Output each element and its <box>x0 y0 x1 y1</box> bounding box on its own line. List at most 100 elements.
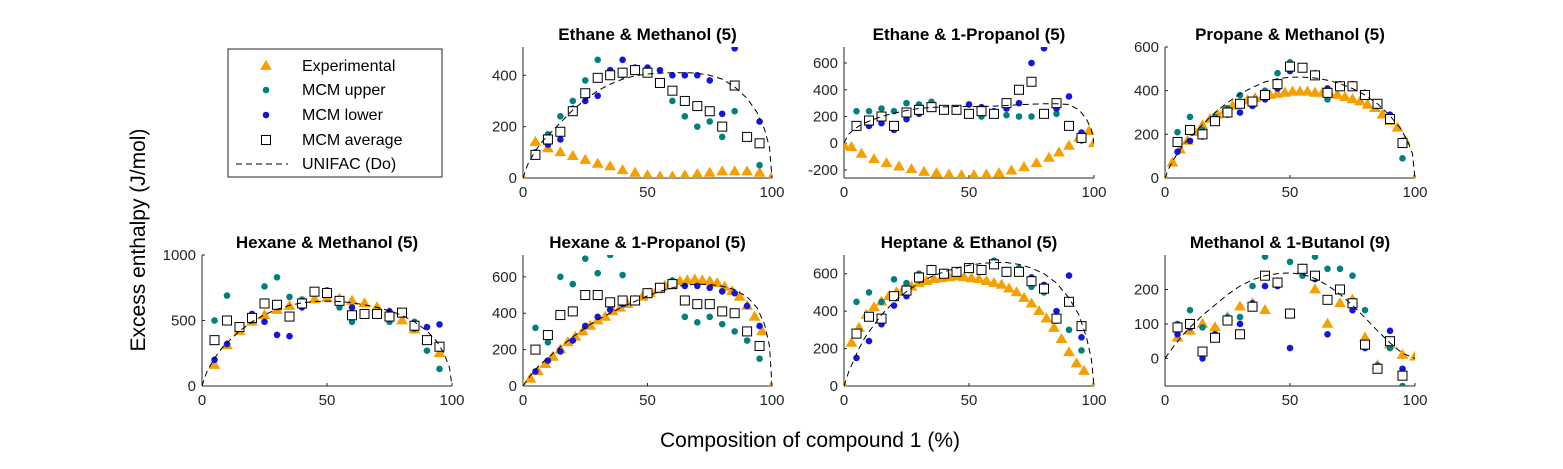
point-mcm-lower <box>731 289 738 297</box>
point-experimental <box>1301 85 1314 96</box>
point-mcm-upper <box>1078 347 1085 354</box>
point-mcm-lower <box>756 118 763 125</box>
y-tick-label: 600 <box>492 269 517 286</box>
point-experimental <box>1048 321 1060 332</box>
point-experimental <box>855 147 868 158</box>
point-mcm-average <box>322 287 332 298</box>
point-mcm-average <box>1064 296 1074 307</box>
point-mcm-average <box>209 335 220 346</box>
point-experimental <box>1359 331 1371 342</box>
point-mcm-average <box>939 104 949 115</box>
point-experimental <box>1354 95 1366 106</box>
point-mcm-lower <box>681 71 689 79</box>
point-mcm-average <box>384 311 395 322</box>
point-mcm-average <box>1039 283 1049 294</box>
y-tick-label: 400 <box>492 67 517 84</box>
point-mcm-average <box>1197 129 1208 140</box>
point-mcm-average <box>1235 98 1245 109</box>
x-axis-label: Composition of compound 1 (%) <box>660 429 960 452</box>
point-mcm-average <box>1272 277 1283 288</box>
point-mcm-upper <box>223 292 231 299</box>
point-experimental <box>995 278 1008 289</box>
y-tick-label: 600 <box>1134 39 1159 56</box>
point-mcm-lower <box>1078 334 1085 341</box>
point-experimental <box>965 272 978 283</box>
y-tick-label: 200 <box>813 109 838 126</box>
point-mcm-upper <box>1249 282 1256 290</box>
point-mcm-average <box>1247 301 1258 312</box>
point-mcm-average <box>1285 308 1295 319</box>
legend-label: Experimental <box>302 58 395 75</box>
point-mcm-lower <box>1286 344 1294 352</box>
point-experimental <box>703 275 716 286</box>
point-mcm-average <box>964 108 974 119</box>
point-mcm-average <box>951 266 962 277</box>
point-experimental <box>868 301 880 312</box>
point-mcm-upper <box>669 97 676 105</box>
y-tick-label: 200 <box>813 341 838 358</box>
point-mcm-upper <box>1174 128 1181 136</box>
x-tick-label: 0 <box>840 392 848 409</box>
point-mcm-average <box>901 107 912 118</box>
y-tick-label: 400 <box>1134 83 1159 100</box>
x-tick-label: 100 <box>439 392 464 409</box>
series-unifac-do <box>523 283 772 386</box>
x-tick-label: 50 <box>1282 184 1299 201</box>
point-mcm-upper <box>1053 110 1060 118</box>
point-mcm-upper <box>903 99 910 107</box>
point-experimental <box>1294 85 1306 96</box>
point-experimental <box>1321 317 1334 328</box>
point-mcm-lower <box>606 306 614 313</box>
point-experimental <box>1286 85 1299 96</box>
point-experimental <box>1259 303 1271 315</box>
point-experimental <box>930 167 943 178</box>
point-mcm-average <box>742 326 753 337</box>
point-mcm-upper <box>1065 326 1073 334</box>
y-tick-label: 0 <box>509 170 517 187</box>
point-experimental <box>1040 312 1053 323</box>
point-mcm-average <box>630 65 641 76</box>
axes-layer: Ethane & Methanol (5)0 50 1000200400Ethane… <box>163 25 1428 409</box>
y-tick-label: 0 <box>509 378 517 395</box>
unifac-line <box>202 300 452 386</box>
point-experimental <box>208 358 221 369</box>
point-mcm-average <box>1001 98 1012 109</box>
point-experimental <box>1088 137 1094 148</box>
point-mcm-lower <box>743 302 751 310</box>
point-mcm-lower <box>706 284 714 292</box>
point-mcm-average <box>1210 332 1220 343</box>
point-mcm-upper <box>1186 113 1194 121</box>
point-mcm-average <box>679 295 690 306</box>
point-mcm-upper <box>853 107 860 115</box>
point-mcm-lower <box>656 66 664 74</box>
point-mcm-lower <box>423 323 431 331</box>
point-experimental <box>703 166 716 177</box>
point-experimental <box>616 164 629 175</box>
point-mcm-lower <box>718 288 726 295</box>
point-mcm-upper <box>581 77 589 84</box>
y-tick-label: 1000 <box>163 247 196 264</box>
point-mcm-average <box>555 310 566 321</box>
point-mcm-lower <box>706 77 714 84</box>
point-mcm-upper <box>681 113 689 120</box>
subplot-ethane-methanol-5: Ethane & Methanol (5) 0 50 100 0 200 400 <box>492 25 785 201</box>
point-mcm-upper <box>1003 111 1010 119</box>
point-experimental <box>741 165 753 176</box>
point-mcm-average <box>1260 90 1270 101</box>
plot-area <box>1165 255 1415 386</box>
point-mcm-lower <box>348 304 356 311</box>
point-mcm-upper <box>1349 272 1356 279</box>
point-mcm-lower <box>1015 99 1023 107</box>
point-mcm-average <box>667 279 678 290</box>
subplot-propane-methanol-5: Propane & Methanol (5) 0 50 100 0 200 400 600 <box>1134 25 1428 201</box>
point-mcm-average <box>864 115 874 126</box>
y-tick-label: 400 <box>813 82 838 99</box>
point-mcm-average <box>717 121 728 132</box>
point-mcm-lower <box>903 115 910 123</box>
subplot-title: Methanol & 1-Butanol (9) <box>1190 233 1390 252</box>
legend-label: MCM average <box>302 132 403 149</box>
series-experimental <box>1171 262 1415 370</box>
point-mcm-average <box>1001 266 1012 277</box>
x-tick-label: 50 <box>639 392 656 409</box>
